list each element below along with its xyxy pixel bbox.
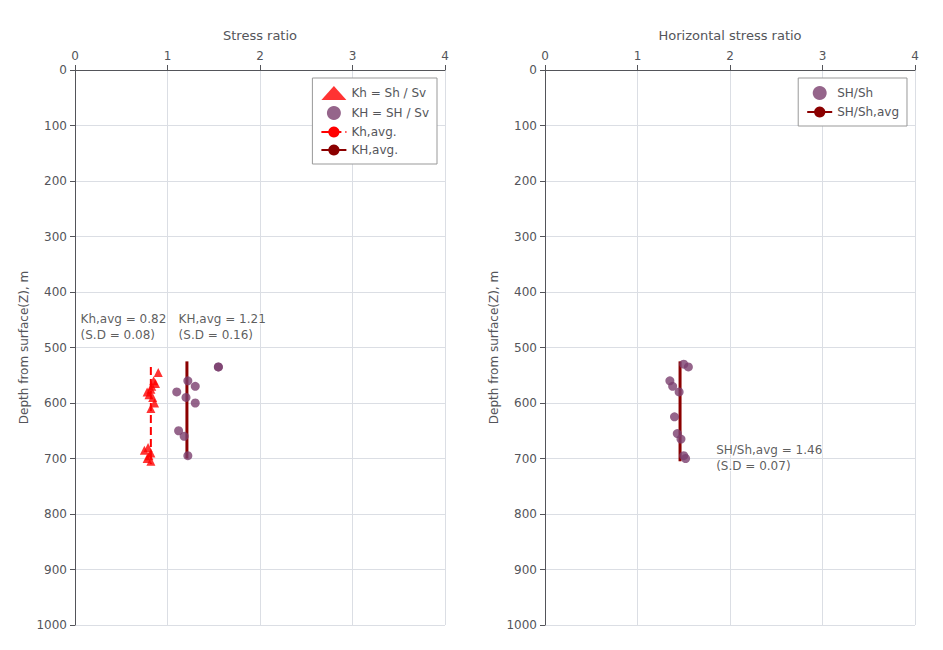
svg-text:2: 2 (256, 49, 264, 63)
svg-text:(S.D = 0.07): (S.D = 0.07) (716, 459, 790, 473)
svg-text:SH/Sh,avg = 1.46: SH/Sh,avg = 1.46 (716, 443, 822, 457)
svg-text:100: 100 (514, 119, 537, 133)
svg-text:800: 800 (44, 507, 67, 521)
svg-text:KH,avg.: KH,avg. (351, 143, 398, 157)
svg-text:200: 200 (44, 174, 67, 188)
svg-text:900: 900 (514, 563, 537, 577)
svg-text:Depth from surface(Z), m: Depth from surface(Z), m (487, 271, 501, 424)
svg-text:SH/Sh: SH/Sh (837, 86, 873, 100)
svg-text:600: 600 (44, 396, 67, 410)
svg-text:700: 700 (514, 452, 537, 466)
svg-text:KH = SH / Sv: KH = SH / Sv (351, 106, 429, 120)
svg-text:Depth from surface(Z), m: Depth from surface(Z), m (17, 271, 31, 424)
svg-text:500: 500 (44, 341, 67, 355)
svg-text:300: 300 (44, 230, 67, 244)
svg-text:(S.D = 0.16): (S.D = 0.16) (179, 328, 253, 342)
svg-text:4: 4 (441, 49, 449, 63)
svg-text:300: 300 (514, 230, 537, 244)
svg-text:400: 400 (44, 285, 67, 299)
svg-text:Kh = Sh / Sv: Kh = Sh / Sv (351, 86, 426, 100)
svg-text:(S.D = 0.08): (S.D = 0.08) (81, 328, 155, 342)
svg-text:SH/Sh,avg: SH/Sh,avg (837, 105, 899, 119)
svg-text:3: 3 (819, 49, 827, 63)
svg-text:1000: 1000 (506, 618, 537, 632)
svg-text:Kh,avg = 0.82: Kh,avg = 0.82 (81, 312, 167, 326)
svg-text:Stress ratio: Stress ratio (223, 28, 297, 43)
svg-text:1000: 1000 (36, 618, 67, 632)
svg-text:Kh,avg.: Kh,avg. (351, 125, 396, 139)
svg-text:4: 4 (911, 49, 919, 63)
svg-text:700: 700 (44, 452, 67, 466)
svg-text:400: 400 (514, 285, 537, 299)
svg-text:800: 800 (514, 507, 537, 521)
svg-text:0: 0 (71, 49, 79, 63)
svg-text:600: 600 (514, 396, 537, 410)
svg-text:0: 0 (541, 49, 549, 63)
svg-text:Horizontal stress ratio: Horizontal stress ratio (658, 28, 801, 43)
svg-text:100: 100 (44, 119, 67, 133)
svg-text:3: 3 (349, 49, 357, 63)
svg-text:1: 1 (164, 49, 172, 63)
svg-text:500: 500 (514, 341, 537, 355)
svg-text:1: 1 (634, 49, 642, 63)
svg-text:KH,avg = 1.21: KH,avg = 1.21 (179, 312, 266, 326)
svg-text:0: 0 (529, 63, 537, 77)
svg-text:2: 2 (726, 49, 734, 63)
svg-text:900: 900 (44, 563, 67, 577)
svg-text:0: 0 (59, 63, 67, 77)
svg-text:200: 200 (514, 174, 537, 188)
